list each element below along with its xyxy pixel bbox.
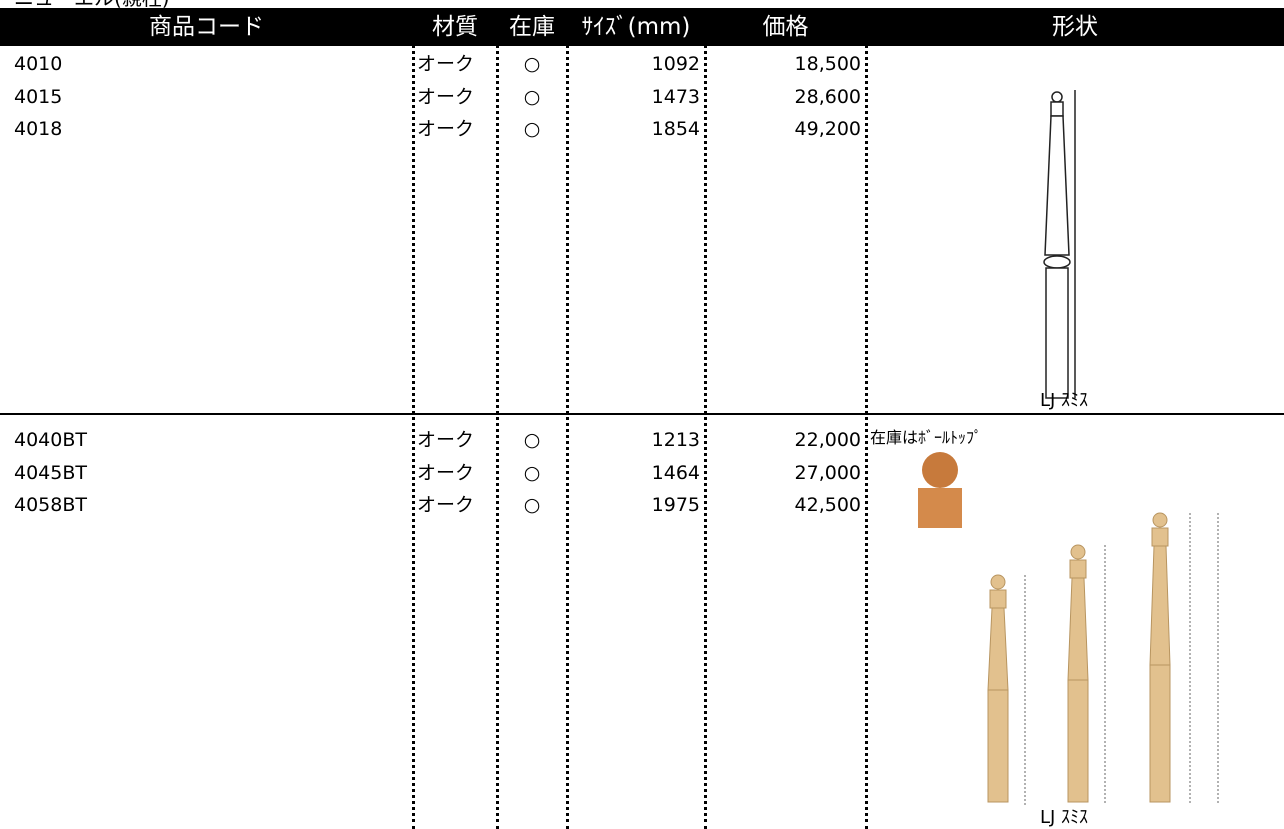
stock: ○ xyxy=(523,85,541,108)
shape-caption: LJ ｽﾐｽ xyxy=(1040,390,1089,411)
size: 1854 xyxy=(651,118,700,140)
product-code: 4058BT xyxy=(14,494,87,516)
product-code: 4040BT xyxy=(14,429,87,451)
header-cell: 在庫 xyxy=(509,14,555,40)
material: オーク xyxy=(417,461,475,484)
size: 1213 xyxy=(651,429,700,451)
column-divider xyxy=(566,8,569,829)
material: オーク xyxy=(417,85,475,108)
column-divider xyxy=(496,8,499,829)
shape-caption: LJ ｽﾐｽ xyxy=(1040,807,1089,828)
price: 28,600 xyxy=(794,85,861,108)
stock: ○ xyxy=(523,494,541,516)
stock: ○ xyxy=(523,429,541,451)
material: オーク xyxy=(417,429,475,451)
shape-note: 在庫はﾎﾞｰﾙﾄｯﾌﾟ xyxy=(870,428,983,447)
header-cell: 商品コード xyxy=(149,14,264,40)
product-code: 4045BT xyxy=(14,461,87,484)
product-code: 4015 xyxy=(14,85,63,108)
price: 18,500 xyxy=(794,53,861,75)
stock: ○ xyxy=(523,53,541,75)
size: 1092 xyxy=(651,53,700,75)
header-row xyxy=(0,8,1284,46)
price: 27,000 xyxy=(794,461,861,484)
price: 22,000 xyxy=(794,429,861,451)
size: 1473 xyxy=(651,85,700,108)
product-code: 4018 xyxy=(14,118,63,140)
column-divider xyxy=(704,8,707,829)
stock: ○ xyxy=(523,461,541,484)
price: 49,200 xyxy=(794,118,861,140)
header-cell: ｻｲｽﾞ(mm) xyxy=(581,14,691,40)
sheet-title: ニューエル(親柱) xyxy=(14,0,170,10)
size: 1975 xyxy=(651,494,700,516)
header-cell: 価格 xyxy=(762,14,809,40)
section-divider xyxy=(0,413,1284,415)
column-divider xyxy=(865,8,868,829)
header-cell: 材質 xyxy=(432,14,478,40)
size: 1464 xyxy=(651,461,700,484)
material: オーク xyxy=(417,118,475,140)
stock: ○ xyxy=(523,118,541,140)
price: 42,500 xyxy=(794,494,861,516)
material: オーク xyxy=(417,494,475,516)
material: オーク xyxy=(417,53,475,75)
header-cell: 形状 xyxy=(1052,14,1098,40)
product-code: 4010 xyxy=(14,53,63,75)
column-divider xyxy=(412,8,415,829)
